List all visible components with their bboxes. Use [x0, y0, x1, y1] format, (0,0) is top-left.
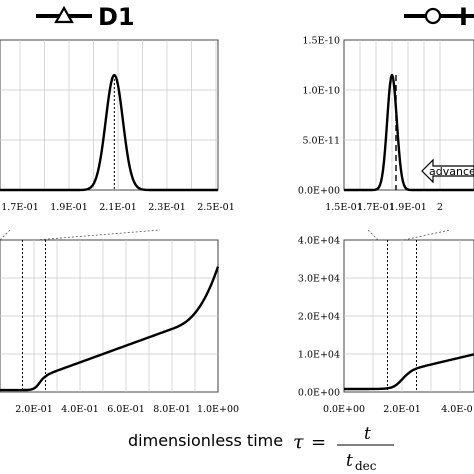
y-tick-label: 4.0E+04: [298, 236, 340, 247]
x-axis-title-text: dimensionless time: [128, 431, 283, 450]
connector-right-a: [367, 229, 379, 241]
x-tick-label: 1.9E-01: [50, 202, 88, 213]
x-tick-label: 1.5E-01: [325, 202, 363, 213]
legend-left-label: D1: [98, 3, 135, 31]
x-tick-label: 4.0E-01: [61, 404, 99, 415]
x-tick-label: 6.0E-01: [107, 404, 145, 415]
data-series-line: [343, 353, 474, 391]
x-tick-label: 2.1E-01: [99, 202, 137, 213]
y-tick-label: 3.0E+04: [298, 274, 340, 285]
x-tick-label: 1.7E-01: [357, 202, 395, 213]
chart-top-right: 1.5E-011.7E-011.9E-01 2 0.0E+00 5.0E-11 1.0E…: [298, 36, 474, 213]
y-tick-label: 1.0E-10: [302, 86, 340, 97]
legend-right-circle-marker: [424, 7, 442, 25]
zoom-connectors: [0, 229, 451, 241]
data-series-line: [343, 73, 474, 192]
x-axis-title-equals: =: [311, 432, 326, 453]
x-axis-title: dimensionless time τ = t t dec: [128, 424, 394, 473]
advance-label: advance: [429, 165, 474, 178]
legend-left: D1: [36, 3, 135, 31]
legend-right-label: I: [459, 3, 468, 31]
x-tick-label: 0.0E+00: [323, 404, 365, 415]
x-tick-label: 1.0E+00: [197, 404, 239, 415]
x-axis-title-numerator: t: [364, 424, 371, 444]
legend-right: I: [404, 3, 474, 31]
data-series-line: [0, 266, 220, 392]
x-tick-label: 4.0E-01: [441, 404, 474, 415]
x-tick-label: 2.3E-01: [148, 202, 186, 213]
x-axis-title-denominator-sub: dec: [355, 459, 377, 473]
x-tick-label: 8.0E-01: [153, 404, 191, 415]
x-tick-label: 2.0E-01: [15, 404, 53, 415]
y-tick-label: 1.5E-10: [302, 36, 340, 47]
chart-bottom-right: 0.0E+002.0E-014.0E-0160.0E+001.0E+042.0E…: [298, 236, 474, 415]
x-axis-title-symbol: τ: [293, 431, 304, 453]
legend-left-triangle-marker: [54, 5, 74, 24]
y-tick-label: 2.0E+04: [298, 312, 340, 323]
x-tick-label: 1.7E-01: [1, 202, 39, 213]
connector-left-a: [0, 229, 11, 241]
x-axis-title-denominator: t: [346, 451, 353, 471]
x-tick-label: 1.9E-01: [389, 202, 427, 213]
y-tick-label: 0.0E+00: [298, 388, 340, 399]
data-series-line: [0, 73, 219, 192]
chart-bottom-left: 2.0E-01 4.0E-01 6.0E-01 8.0E-01 1.0E+00: [0, 239, 239, 415]
y-tick-label: 0.0E+00: [298, 186, 340, 197]
y-tick-label: 1.0E+04: [298, 350, 340, 361]
chart-top-left: 1.7E-01 1.9E-01 2.1E-01 2.3E-01 2.5E-01: [0, 39, 235, 213]
y-tick-label: 5.0E-11: [302, 136, 340, 147]
plot-frame-top-left: [0, 39, 219, 191]
connector-left-b: [35, 229, 161, 241]
advance-arrow: [421, 158, 474, 184]
x-tick-label: 2.5E-01: [197, 202, 235, 213]
x-tick-label: 2: [437, 202, 443, 213]
x-tick-label: 2.0E-01: [383, 404, 421, 415]
connector-right-b: [403, 229, 451, 241]
advance-annotation: advance: [421, 158, 474, 184]
